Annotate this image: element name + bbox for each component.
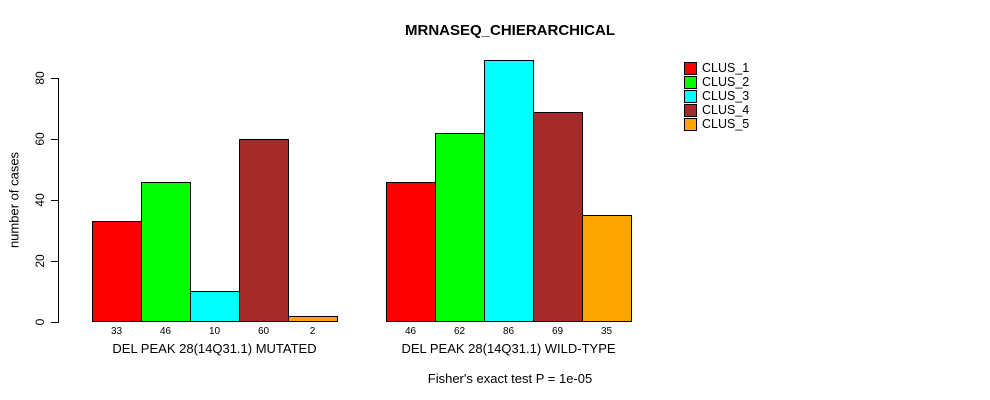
legend-item: CLUS_1 [684,61,749,75]
legend-item: CLUS_5 [684,117,749,131]
y-axis-tick-label: 20 [33,254,47,268]
legend-label: CLUS_5 [702,117,750,131]
legend-swatch [684,89,697,103]
chart-title: MRNASEQ_CHIERARCHICAL [404,22,616,39]
bar [484,60,534,322]
bar-value-label: 62 [453,326,466,337]
y-axis-tick [51,200,58,201]
bar [386,182,436,322]
group-label: DEL PEAK 28(14Q31.1) MUTATED [112,341,317,356]
y-axis-label: number of cases [6,151,22,249]
bar-value-label: 69 [551,326,564,337]
bar [288,316,338,322]
legend-label: CLUS_4 [702,103,750,117]
bar [533,112,583,322]
bar-value-label: 2 [309,326,316,337]
legend-item: CLUS_3 [684,89,749,103]
legend-swatch [684,61,697,75]
legend-item: CLUS_2 [684,75,749,89]
legend-swatch [684,75,697,89]
bar-value-label: 86 [502,326,515,337]
bar-value-label: 46 [159,326,172,337]
legend: CLUS_1 CLUS_2 CLUS_3 CLUS_4 CLUS_5 [684,61,749,131]
bar [582,215,632,322]
group-label: DEL PEAK 28(14Q31.1) WILD-TYPE [401,341,616,356]
bar-value-label: 33 [110,326,123,337]
bar-value-label: 46 [404,326,417,337]
legend-label: CLUS_3 [702,89,750,103]
y-axis-tick [51,78,58,79]
y-axis-tick [51,139,58,140]
bar [190,291,240,322]
annotation-text: Fisher's exact test P = 1e-05 [427,371,593,386]
y-axis-tick-label: 40 [33,193,47,207]
y-axis-tick [51,322,58,323]
legend-label: CLUS_2 [702,75,750,89]
bar [92,221,142,322]
legend-swatch [684,117,697,131]
bar-value-label: 35 [600,326,613,337]
bar [239,139,289,322]
bar [141,182,191,322]
y-axis-tick-label: 80 [33,71,47,85]
y-axis-tick [51,261,58,262]
bar-value-label: 60 [257,326,270,337]
bar [435,133,485,322]
y-axis-tick-label: 60 [33,132,47,146]
legend-item: CLUS_4 [684,103,749,117]
legend-label: CLUS_1 [702,61,750,75]
y-axis-tick-label: 0 [33,318,47,326]
y-axis-line [58,78,59,323]
bar-value-label: 10 [208,326,221,337]
legend-swatch [684,103,697,117]
